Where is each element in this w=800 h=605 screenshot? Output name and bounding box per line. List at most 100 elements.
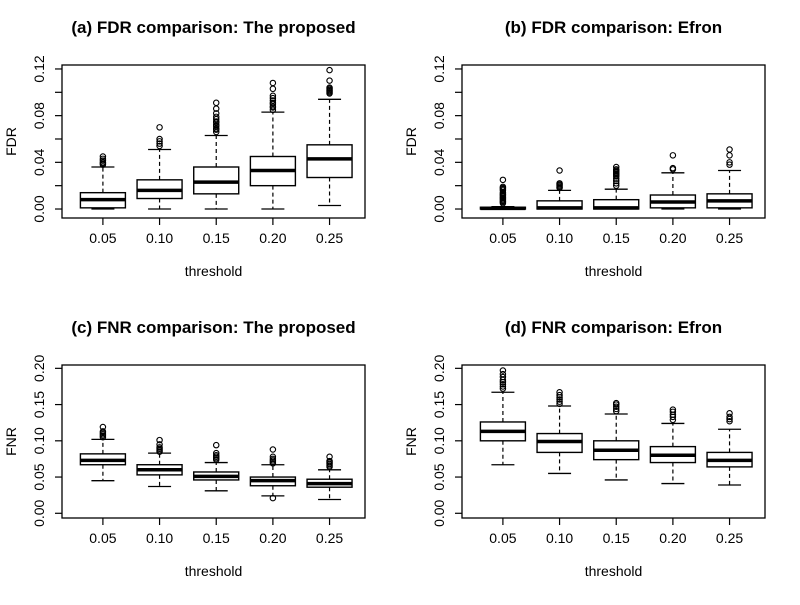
outlier-point	[269, 94, 277, 102]
outlier-point	[669, 408, 677, 416]
outlier-point	[556, 389, 563, 396]
box-0.05	[479, 176, 527, 211]
panel-fdr-proposed: (a) FDR comparison: The proposed threshol…	[0, 0, 400, 300]
y-tick-label: 0.00	[31, 195, 47, 222]
outlier-point	[156, 436, 163, 444]
outlier-point	[326, 457, 333, 465]
x-tick-label: 0.15	[203, 230, 230, 246]
outlier-point	[499, 370, 507, 378]
y-axis-label: FNR	[3, 427, 19, 456]
box-0.10	[136, 436, 183, 488]
y-tick-label: 0.05	[431, 463, 447, 490]
plot-frame	[461, 64, 766, 219]
box-0.15	[193, 99, 240, 210]
outlier-point	[726, 159, 733, 166]
box-0.05	[79, 423, 127, 482]
outlier-point	[726, 417, 733, 425]
box-0.15	[593, 163, 640, 210]
box-0.25	[706, 410, 753, 486]
x-tick-label: 0.25	[316, 530, 343, 546]
box-0.25	[306, 66, 353, 207]
outlier-point	[156, 142, 163, 150]
outlier-point	[556, 167, 563, 174]
outlier-point	[212, 452, 220, 459]
x-tick-label: 0.05	[89, 530, 116, 546]
outlier-point	[726, 146, 733, 153]
outlier-point	[612, 407, 620, 415]
outlier-point	[499, 385, 507, 392]
outlier-point	[99, 423, 107, 431]
outlier-point	[726, 152, 733, 159]
outlier-point	[612, 182, 620, 189]
y-tick-label: 0.20	[31, 354, 47, 381]
outlier-point	[212, 118, 220, 125]
y-tick-label: 0.15	[431, 391, 447, 418]
x-tick-label: 0.15	[603, 530, 630, 546]
outlier-point	[212, 99, 220, 107]
panel-fdr-efron: (b) FDR comparison: Efron threshold FDR 0.0…	[400, 0, 800, 300]
outlier-point	[556, 396, 563, 403]
outlier-point	[612, 166, 620, 173]
chart-title: (a) FDR comparison: The proposed	[71, 18, 355, 37]
box-0.25	[306, 453, 353, 501]
outlier-point	[612, 403, 620, 410]
box-0.20	[649, 152, 697, 210]
outlier-point	[269, 85, 277, 93]
y-tick-label: 0.20	[431, 354, 447, 381]
outlier-point	[669, 164, 677, 172]
panel-fnr-proposed: (c) FNR comparison: The proposed threshol…	[0, 300, 400, 600]
outlier-point	[156, 140, 163, 147]
y-axis-label: FNR	[403, 427, 419, 456]
boxplot-chart-d: (d) FNR comparison: Efron threshold FNR 0.0…	[403, 318, 766, 579]
box-0.15	[593, 399, 640, 481]
panel-fnr-efron: (d) FNR comparison: Efron threshold FNR 0.0…	[400, 300, 800, 600]
x-tick-label: 0.05	[489, 230, 516, 246]
x-axis-label: threshold	[585, 563, 643, 579]
x-tick-label: 0.10	[546, 530, 573, 546]
outlier-point	[726, 410, 733, 417]
plot-frame	[61, 64, 366, 219]
y-tick-label: 0.00	[431, 195, 447, 222]
outlier-point	[269, 455, 277, 463]
x-tick-label: 0.05	[489, 530, 516, 546]
outlier-point	[269, 446, 277, 453]
outlier-point	[326, 77, 333, 84]
x-tick-label: 0.20	[259, 530, 286, 546]
outlier-point	[499, 373, 507, 381]
outlier-point	[499, 383, 507, 390]
outlier-point	[726, 413, 733, 421]
outlier-point	[612, 163, 620, 171]
outlier-point	[269, 79, 277, 87]
box-0.05	[479, 367, 527, 466]
plot-frame	[61, 364, 366, 519]
outlier-point	[212, 110, 220, 117]
box-0.10	[136, 124, 183, 210]
outlier-point	[156, 135, 163, 143]
outlier-point	[612, 399, 620, 407]
y-tick-label: 0.05	[31, 463, 47, 490]
iqr-box	[193, 166, 240, 195]
outlier-point	[556, 398, 563, 405]
x-tick-label: 0.20	[659, 530, 686, 546]
outlier-point	[556, 180, 563, 187]
chart-title: (c) FNR comparison: The proposed	[71, 318, 355, 337]
y-tick-label: 0.10	[431, 427, 447, 454]
box-0.25	[706, 146, 753, 210]
x-tick-label: 0.20	[659, 230, 686, 246]
box-0.10	[536, 389, 583, 475]
x-tick-label: 0.25	[316, 230, 343, 246]
outlier-point	[269, 453, 277, 461]
outlier-point	[212, 113, 220, 121]
outlier-point	[156, 138, 163, 145]
outlier-point	[269, 494, 277, 502]
y-tick-label: 0.08	[431, 102, 447, 129]
x-axis-label: threshold	[585, 263, 643, 279]
x-tick-label: 0.15	[203, 530, 230, 546]
x-tick-label: 0.10	[146, 530, 173, 546]
x-tick-label: 0.20	[259, 230, 286, 246]
y-axis-label: FDR	[3, 127, 19, 156]
x-tick-label: 0.05	[89, 230, 116, 246]
y-tick-label: 0.10	[31, 427, 47, 454]
box-0.10	[536, 167, 583, 210]
